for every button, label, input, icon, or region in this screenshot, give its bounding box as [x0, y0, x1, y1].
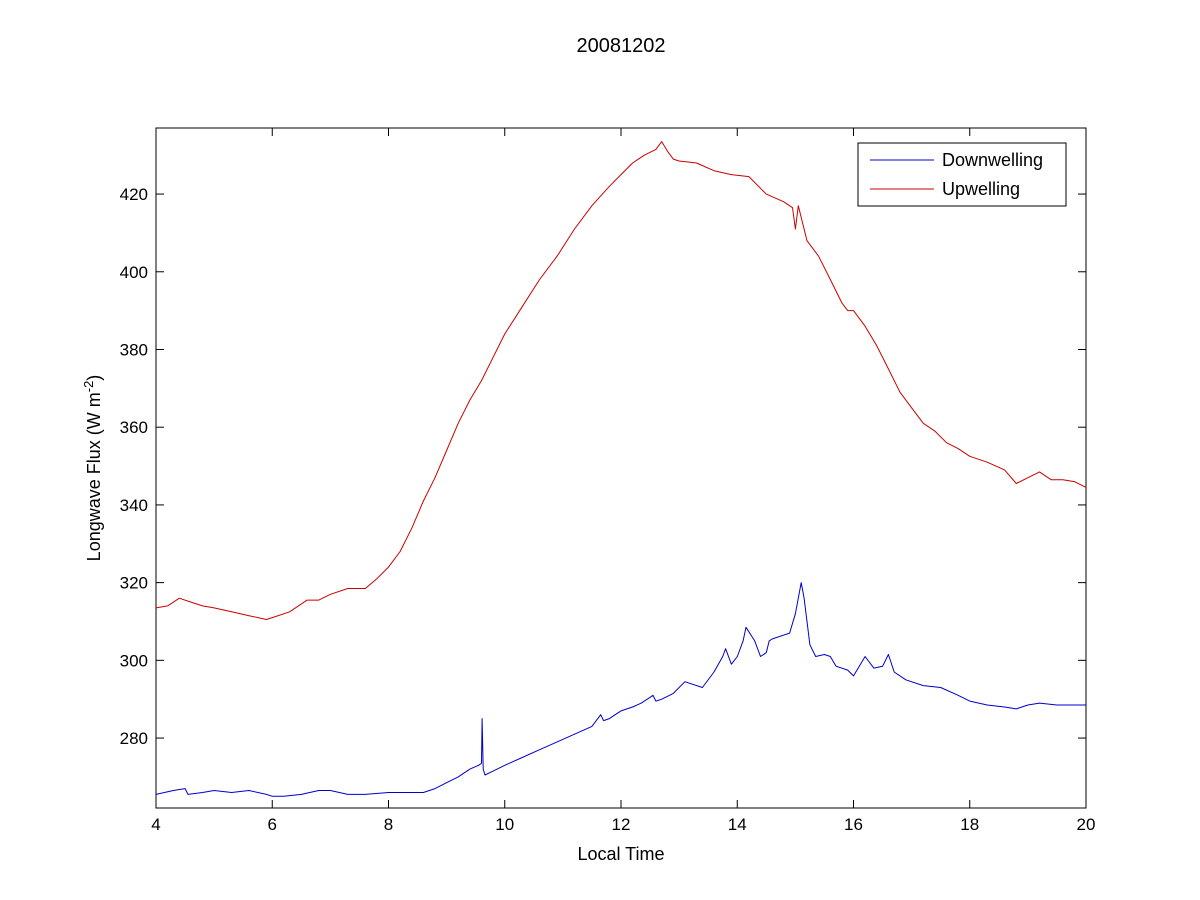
y-axis-ticks: 280 300 320 340 360 380 400 420 — [120, 185, 1086, 748]
legend-label-upwelling: Upwelling — [942, 179, 1020, 199]
y-tick-label: 320 — [120, 574, 148, 593]
series-layer — [155, 141, 1087, 797]
x-tick-label: 16 — [844, 815, 863, 834]
legend-label-downwelling: Downwelling — [942, 150, 1043, 170]
y-tick-label: 420 — [120, 185, 148, 204]
x-tick-label: 10 — [495, 815, 514, 834]
x-tick-label: 20 — [1077, 815, 1096, 834]
y-tick-label: 340 — [120, 496, 148, 515]
series-line-upwelling — [155, 141, 1087, 620]
y-tick-label: 360 — [120, 418, 148, 437]
x-tick-label: 4 — [151, 815, 160, 834]
x-tick-label: 8 — [384, 815, 393, 834]
x-tick-label: 18 — [960, 815, 979, 834]
y-tick-label: 400 — [120, 263, 148, 282]
series-line-downwelling — [155, 582, 1086, 797]
y-axis-label-superscript: -2 — [81, 381, 96, 393]
y-axis-label: Longwave Flux (W m-2) — [81, 375, 104, 562]
x-axis-ticks: 4 6 8 10 12 14 16 18 20 — [151, 128, 1095, 834]
legend: Downwelling Upwelling — [857, 142, 1067, 207]
plot-area-frame — [155, 127, 1087, 809]
legend-box — [857, 142, 1067, 207]
x-axis-label: Local Time — [577, 844, 664, 864]
chart-title: 20081202 — [577, 35, 666, 57]
y-tick-label: 280 — [120, 729, 148, 748]
y-axis-label-main: Longwave Flux (W m — [84, 392, 104, 561]
y-tick-label: 380 — [120, 340, 148, 359]
y-tick-label: 300 — [120, 651, 148, 670]
y-axis-label-close: ) — [84, 375, 104, 381]
x-tick-label: 14 — [728, 815, 747, 834]
x-tick-label: 12 — [612, 815, 631, 834]
x-tick-label: 6 — [268, 815, 277, 834]
